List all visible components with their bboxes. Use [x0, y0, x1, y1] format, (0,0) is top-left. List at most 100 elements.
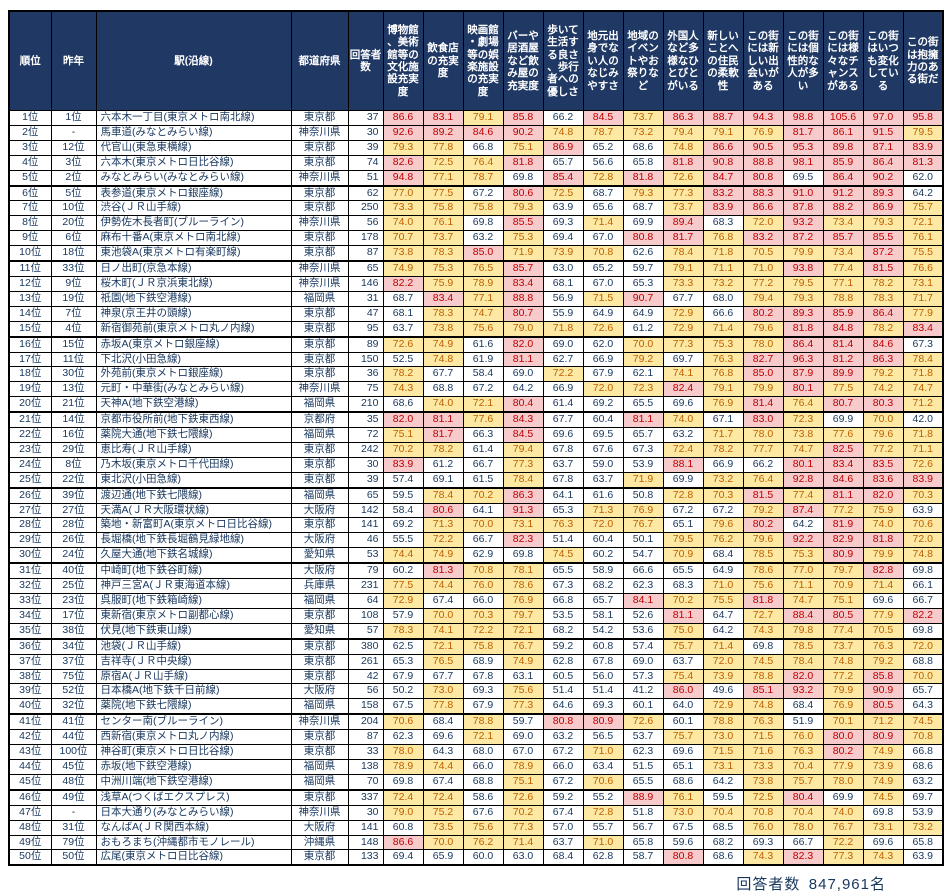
score-cell: 69.3	[742, 834, 784, 851]
score-cell: 76.7	[502, 638, 544, 655]
score-cell: 79.5	[902, 124, 944, 141]
score-cell: 71.3	[422, 517, 464, 534]
score-cell: 70.5	[862, 622, 904, 640]
score-cell: 80.5	[862, 698, 904, 716]
score-cell: 85.0	[462, 245, 504, 263]
score-cell: 78.2	[422, 441, 464, 458]
score-cell: 72.3	[622, 381, 664, 398]
score-cell: 78.5	[742, 547, 784, 565]
score-cell: 92.2	[782, 532, 824, 549]
score-cell: 67.0	[582, 275, 624, 292]
score-cell: 67.2	[662, 502, 704, 519]
score-cell: 72.0	[702, 653, 744, 670]
score-cell: 76.8	[702, 366, 744, 383]
score-cell: 67.6	[462, 804, 504, 821]
score-cell: 68.9	[462, 653, 504, 670]
score-cell: 69.3	[582, 698, 624, 716]
score-cell: 59.7	[502, 713, 544, 731]
score-cell: 51.9	[782, 713, 824, 731]
score-cell: 57.3	[622, 668, 664, 685]
score-cell: 62.6	[622, 245, 664, 263]
rank-cell: 38位	[8, 668, 52, 685]
station-cell: 乃木坂(東京メトロ千代田線)	[95, 456, 292, 473]
rank-cell: 2位	[8, 124, 52, 141]
score-cell: 84.6	[462, 124, 504, 141]
score-cell: 68.7	[582, 185, 624, 202]
score-cell: 71.2	[902, 396, 944, 414]
respondents-cell: 30	[347, 124, 384, 141]
score-cell: 96.3	[782, 351, 824, 368]
score-cell: 70.3	[702, 487, 744, 504]
score-cell: 76.3	[702, 351, 744, 368]
score-cell: 51.4	[542, 683, 584, 700]
last-year-rank-cell: 37位	[50, 653, 97, 670]
score-cell: 89.9	[822, 366, 864, 383]
column-header-2: 駅(沿線)	[95, 10, 292, 111]
score-cell: 78.4	[662, 245, 704, 263]
score-cell: 74.8	[822, 653, 864, 670]
rank-cell: 30位	[8, 547, 52, 565]
score-cell: 88.8	[742, 154, 784, 171]
score-cell: 81.1	[822, 487, 864, 504]
score-cell: 79.6	[862, 427, 904, 443]
last-year-rank-cell: 11位	[50, 351, 97, 368]
score-cell: 65.8	[902, 834, 944, 851]
column-header-1: 昨年	[50, 10, 97, 111]
score-cell: 81.9	[822, 517, 864, 534]
station-cell: 中崎町(地下鉄谷町線)	[95, 562, 292, 580]
score-cell: 82.3	[502, 532, 544, 549]
score-cell: 67.3	[622, 441, 664, 458]
score-cell: 69.6	[422, 729, 464, 746]
rank-cell: 25位	[8, 471, 52, 489]
score-cell: 76.9	[822, 698, 864, 716]
last-year-rank-cell: 15位	[50, 336, 97, 353]
respondents-cell: 261	[347, 653, 384, 670]
respondents-cell: 150	[347, 351, 384, 368]
score-cell: 78.6	[742, 562, 784, 580]
score-cell: 58.9	[582, 562, 624, 580]
score-cell: 88.8	[502, 290, 544, 307]
score-cell: 77.9	[822, 758, 864, 775]
score-cell: 77.0	[782, 562, 824, 580]
score-cell: 76.3	[742, 713, 784, 731]
column-header-17: この街はいつも変化している	[862, 10, 904, 111]
score-cell: 73.7	[822, 638, 864, 655]
score-cell: 72.9	[382, 593, 424, 609]
station-cell: 新宿御苑前(東京メトロ丸ノ内線)	[95, 320, 292, 338]
total-respondents: 回答者数 847,961名	[8, 866, 942, 894]
score-cell: 73.1	[902, 275, 944, 292]
score-cell: 71.0	[582, 744, 624, 760]
station-cell: 神戸三宮A(ＪＲ東海道本線)	[95, 578, 292, 594]
last-year-rank-cell: 23位	[50, 593, 97, 609]
score-cell: 50.8	[622, 487, 664, 504]
station-cell: みなとみらい(みなとみらい線)	[95, 169, 292, 187]
score-cell: 74.2	[862, 381, 904, 398]
score-cell: 77.9	[862, 607, 904, 624]
score-cell: 84.5	[502, 427, 544, 443]
score-cell: 78.0	[742, 427, 784, 443]
score-cell: 67.3	[542, 578, 584, 594]
score-cell: 64.2	[502, 381, 544, 398]
score-cell: 79.1	[702, 124, 744, 141]
score-cell: 76.4	[462, 154, 504, 171]
respondents-cell: 89	[347, 336, 384, 353]
prefecture-cell: 東京都	[290, 320, 349, 338]
score-cell: 69.8	[902, 562, 944, 580]
score-cell: 74.7	[782, 593, 824, 609]
score-cell: 66.9	[582, 351, 624, 368]
prefecture-cell: 兵庫県	[290, 578, 349, 594]
score-cell: 65.8	[622, 834, 664, 851]
score-cell: 77.1	[422, 169, 464, 187]
prefecture-cell: 東京都	[290, 154, 349, 171]
score-cell: 72.3	[782, 411, 824, 429]
score-cell: 69.6	[662, 744, 704, 760]
score-cell: 68.0	[462, 744, 504, 760]
score-cell: 83.2	[702, 185, 744, 202]
score-cell: 60.4	[582, 411, 624, 429]
respondents-cell: 39	[347, 471, 384, 489]
prefecture-cell: 東京都	[290, 668, 349, 685]
score-cell: 60.1	[662, 713, 704, 731]
score-cell: 67.7	[662, 290, 704, 307]
score-cell: 71.4	[862, 578, 904, 594]
score-cell: 65.3	[382, 653, 424, 670]
